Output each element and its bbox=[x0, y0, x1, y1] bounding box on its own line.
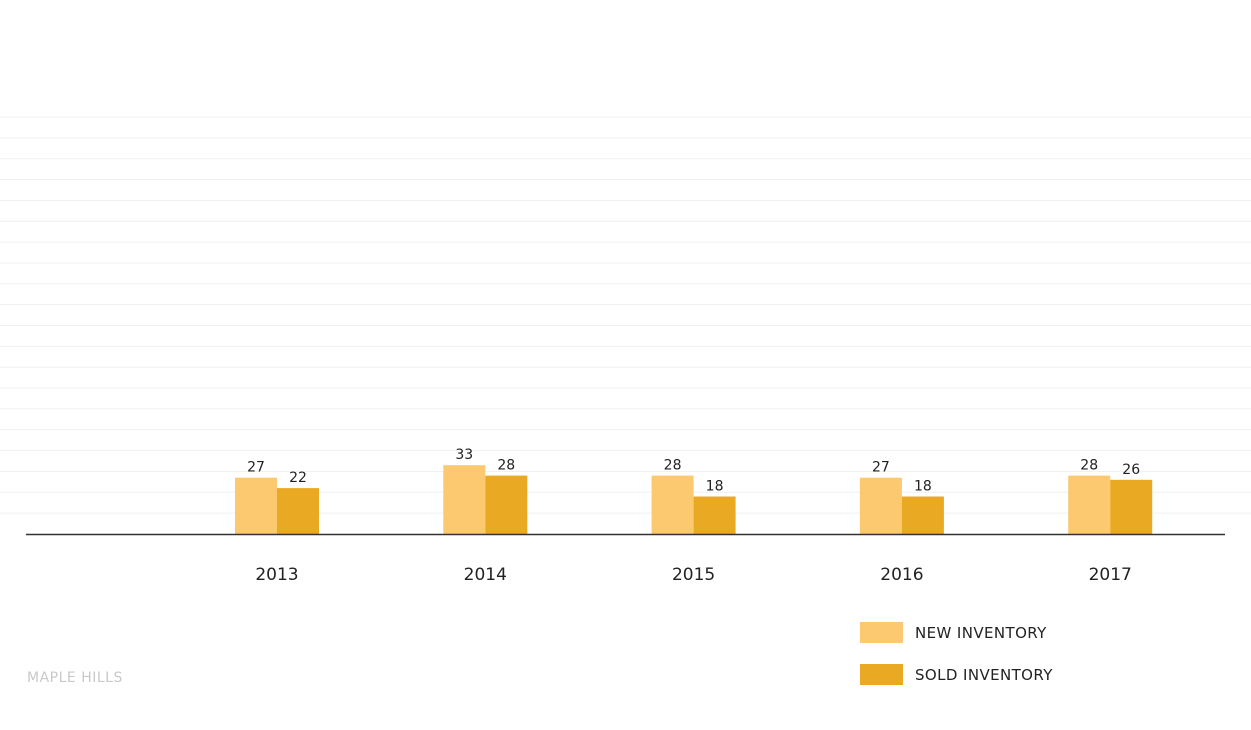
bar-sold-2016 bbox=[901, 496, 944, 534]
bar-new-2017 bbox=[1068, 475, 1111, 534]
data-label-new-2017: 28 bbox=[1080, 458, 1098, 474]
legend-item-new-inventory: NEW INVENTORY bbox=[860, 622, 1053, 643]
data-label-sold-2017: 26 bbox=[1122, 462, 1140, 478]
bar-new-2016 bbox=[859, 477, 902, 534]
bar-chart: 27 22 33 28 28 18 27 18 28 26 2013 2014 2015 2016 201… bbox=[0, 116, 1251, 585]
data-label-new-2015: 28 bbox=[664, 458, 682, 474]
legend-swatch-new-inventory bbox=[860, 622, 903, 643]
legend-label-new-inventory: NEW INVENTORY bbox=[915, 623, 1047, 642]
bar-sold-2017 bbox=[1110, 479, 1153, 534]
bars bbox=[235, 465, 1153, 534]
data-label-new-2013: 27 bbox=[247, 460, 265, 476]
data-label-sold-2016: 18 bbox=[914, 479, 932, 495]
x-tick-label-2013: 2013 bbox=[255, 565, 298, 585]
gridlines bbox=[0, 116, 1251, 514]
legend-label-sold-inventory: SOLD INVENTORY bbox=[915, 665, 1053, 684]
x-tick-label-2014: 2014 bbox=[464, 565, 507, 585]
x-tick-label-2015: 2015 bbox=[672, 565, 715, 585]
bar-new-2014 bbox=[443, 465, 486, 534]
bar-new-2013 bbox=[235, 477, 277, 534]
data-label-new-2016: 27 bbox=[872, 460, 890, 476]
x-tick-label-2017: 2017 bbox=[1089, 565, 1132, 585]
data-label-sold-2015: 18 bbox=[706, 479, 724, 495]
data-label-sold-2014: 28 bbox=[497, 458, 515, 474]
legend: NEW INVENTORY SOLD INVENTORY bbox=[860, 622, 1053, 706]
data-label-sold-2013: 22 bbox=[289, 470, 307, 486]
brand-name: MAPLE HILLS bbox=[27, 670, 123, 686]
data-label-new-2014: 33 bbox=[455, 447, 473, 463]
bar-sold-2013 bbox=[277, 488, 319, 534]
legend-swatch-sold-inventory bbox=[860, 664, 903, 685]
bar-sold-2015 bbox=[693, 496, 736, 534]
bar-new-2015 bbox=[651, 475, 694, 534]
bar-sold-2014 bbox=[485, 475, 528, 534]
legend-item-sold-inventory: SOLD INVENTORY bbox=[860, 664, 1053, 685]
data-labels: 27 22 33 28 28 18 27 18 28 26 bbox=[247, 447, 1140, 494]
x-tick-labels: 2013 2014 2015 2016 2017 bbox=[255, 565, 1131, 585]
x-tick-label-2016: 2016 bbox=[880, 565, 923, 585]
